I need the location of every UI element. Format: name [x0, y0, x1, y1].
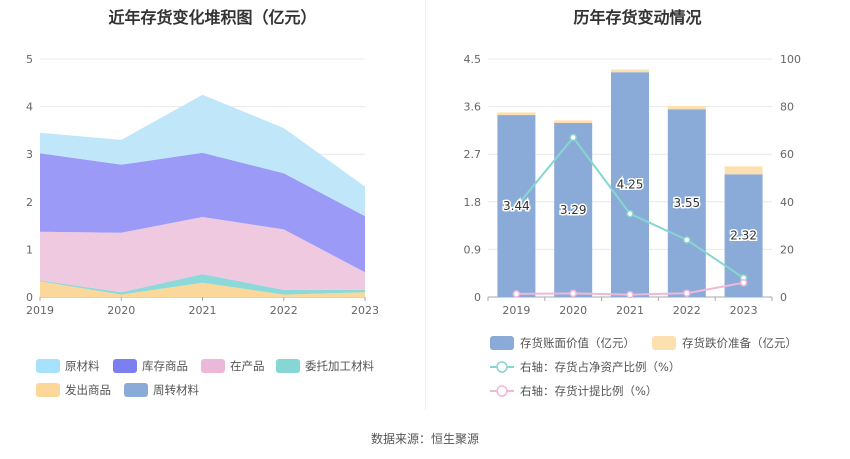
- x-tick-label: 2023: [730, 304, 758, 317]
- right-y-tick-label: 0: [780, 291, 787, 304]
- y-tick-label: 2: [26, 196, 33, 209]
- line-point-0: [683, 236, 691, 244]
- bar-value-label: 2.32: [730, 229, 757, 243]
- x-tick-label: 2020: [107, 304, 135, 317]
- legend-label: 在产品: [230, 359, 265, 373]
- area-series-4: [40, 94, 365, 217]
- legend-swatch: [276, 359, 300, 373]
- line-point-1: [512, 290, 521, 298]
- left-y-tick-label: 3.6: [464, 101, 482, 114]
- y-tick-label: 4: [26, 101, 33, 114]
- line-point-1: [569, 289, 577, 298]
- legend-swatch: [124, 383, 148, 397]
- bar-1-2022: [667, 106, 706, 110]
- x-tick-label: 2022: [673, 304, 701, 317]
- right-chart-title: 历年存货变动情况: [573, 8, 702, 27]
- legend-marker: [496, 361, 508, 373]
- right-y-tick-label: 20: [780, 243, 794, 256]
- legend-label: 存货跌价准备（亿元）: [682, 336, 797, 350]
- bar-value-label: 4.25: [617, 178, 644, 192]
- bar-1-2019: [497, 112, 536, 116]
- x-tick-label: 2021: [616, 304, 644, 317]
- legend-swatch: [36, 359, 60, 373]
- bar-1-2020: [554, 120, 593, 123]
- legend-marker: [496, 385, 508, 397]
- line-point-1: [626, 290, 634, 299]
- line-point-0: [512, 202, 521, 211]
- bar-1-2023: [724, 166, 763, 175]
- legend-label: 委托加工材料: [305, 359, 374, 373]
- legend-label: 发出商品: [65, 383, 111, 397]
- legend-swatch: [113, 359, 137, 373]
- area-series-1: [40, 274, 365, 295]
- line-point-0: [626, 209, 634, 218]
- y-tick-label: 1: [26, 243, 33, 256]
- y-tick-label: 0: [26, 291, 33, 304]
- bar-0-2022: [667, 109, 706, 297]
- x-tick-label: 2023: [351, 304, 379, 317]
- x-tick-label: 2022: [270, 304, 298, 317]
- legend-label: 右轴：存货计提比例（%）: [520, 384, 657, 398]
- x-tick-label: 2020: [559, 304, 587, 317]
- x-tick-label: 2021: [189, 304, 217, 317]
- legend-swatch: [490, 336, 514, 350]
- right-y-tick-label: 60: [780, 148, 794, 161]
- area-series-3: [40, 152, 365, 273]
- bar-value-label: 3.44: [503, 199, 530, 213]
- left-y-tick-label: 0: [474, 291, 481, 304]
- legend-label: 原材料: [65, 359, 100, 373]
- legend-swatch: [36, 383, 60, 397]
- line-point-1: [683, 289, 691, 297]
- legend-label: 库存商品: [142, 359, 188, 373]
- left-y-tick-label: 1.8: [464, 196, 482, 209]
- left-y-tick-label: 4.5: [464, 53, 482, 66]
- legend-label: 周转材料: [153, 383, 199, 397]
- right-y-tick-label: 40: [780, 196, 794, 209]
- legend-swatch: [201, 359, 225, 373]
- bar-value-label: 3.29: [560, 203, 587, 217]
- bar-1-2021: [611, 69, 649, 73]
- right-y-tick-label: 100: [780, 53, 801, 66]
- panel-divider: [425, 0, 426, 410]
- bar-0-2021: [611, 72, 649, 297]
- legend-swatch: [652, 336, 676, 350]
- inventory-bar-line-chart: 0 0.9 1.8 2.7 3.6 4.5 0 20 40 60 80 100 2019 2020 2021…: [464, 53, 802, 398]
- y-tick-label: 5: [26, 53, 33, 66]
- x-tick-label: 2019: [502, 304, 530, 317]
- data-source-note: 数据来源：恒生聚源: [370, 432, 479, 446]
- left-y-tick-label: 0.9: [464, 243, 482, 256]
- y-tick-label: 3: [26, 148, 33, 161]
- area-series-2: [40, 217, 365, 293]
- left-y-tick-label: 2.7: [464, 148, 482, 161]
- legend-label: 存货账面价值（亿元）: [520, 336, 635, 350]
- bar-value-label: 3.55: [673, 196, 700, 210]
- area-series-0: [40, 281, 365, 297]
- left-chart-title: 近年存货变化堆积图（亿元）: [108, 8, 317, 27]
- stacked-area-chart: 0 1 2 3 4 5 2019 2020 2021 2022 2023 原材料 库存商品 在产品 委托加工…: [26, 53, 379, 397]
- legend-label: 右轴：存货占净资产比例（%）: [520, 360, 680, 374]
- line-point-0: [569, 133, 577, 142]
- x-tick-label: 2019: [26, 304, 54, 317]
- right-y-tick-label: 80: [780, 101, 794, 114]
- line-point-1: [739, 278, 748, 287]
